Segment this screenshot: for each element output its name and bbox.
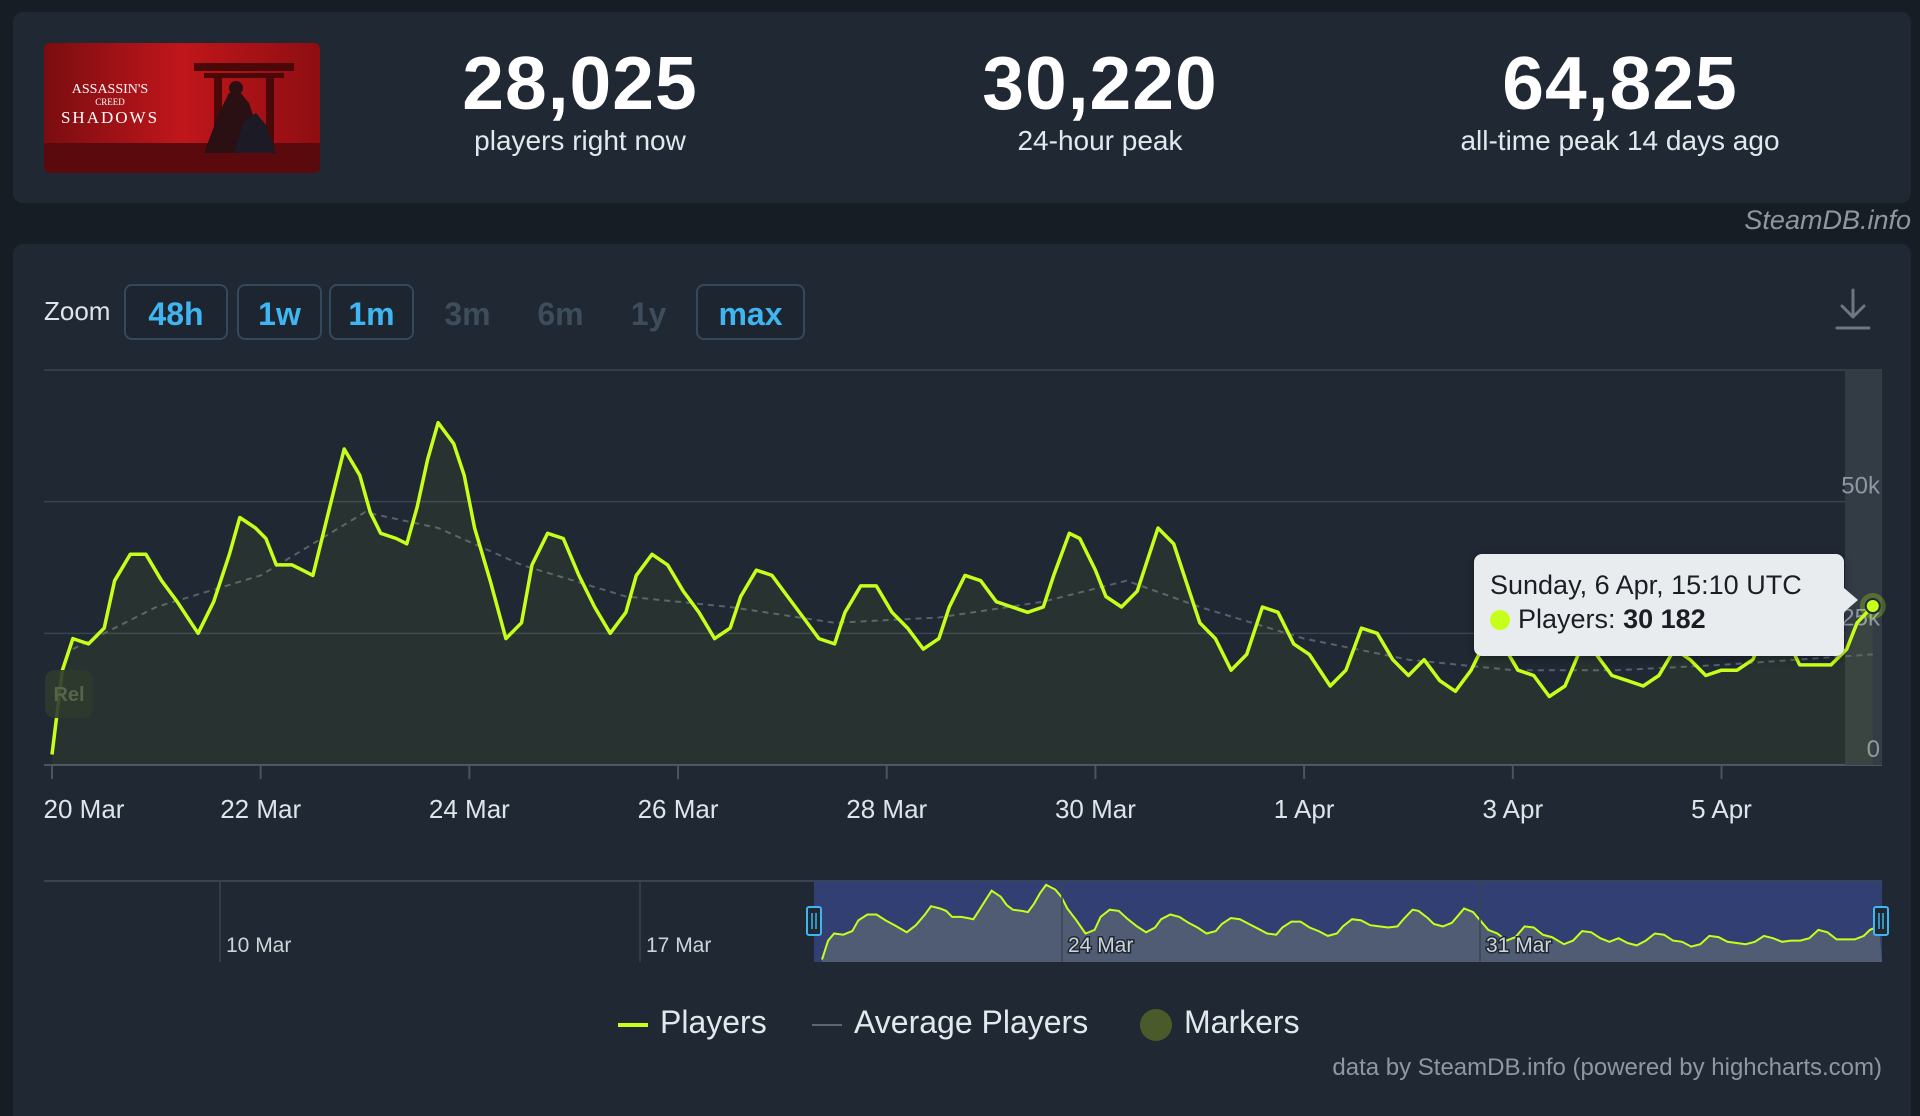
navigator-area bbox=[822, 884, 1882, 962]
zoom-1y-button: 1y bbox=[630, 296, 667, 332]
legend-average[interactable]: Average Players bbox=[812, 1002, 1088, 1042]
legend-average-label: Average Players bbox=[854, 1004, 1089, 1040]
y-tick-label: 50k bbox=[1841, 473, 1881, 500]
current-players-label: players right now bbox=[474, 125, 686, 156]
steamdb-credit-top[interactable]: SteamDB.info bbox=[1744, 205, 1911, 235]
x-axis: 20 Mar 22 Mar 24 Mar 26 Mar 28 Mar 30 Mar 1 Ap… bbox=[44, 765, 1752, 824]
peak-24h-value: 30,220 bbox=[982, 41, 1218, 125]
chart-right-band bbox=[1845, 370, 1882, 765]
x-tick-label: 30 Mar bbox=[1055, 794, 1136, 824]
tooltip-date: Sunday, 6 Apr, 15:10 UTC bbox=[1490, 570, 1802, 600]
players-series[interactable] bbox=[50, 420, 1886, 765]
stat-current-players: 28,025 players right now bbox=[350, 40, 810, 156]
x-tick-label: 22 Mar bbox=[220, 794, 301, 824]
x-tick-label: 24 Mar bbox=[429, 794, 510, 824]
navigator[interactable]: 10 Mar 17 Mar 24 Mar 31 Mar bbox=[44, 880, 1889, 962]
art-title-line3: SHADOWS bbox=[61, 108, 159, 127]
zoom-48h-button[interactable]: 48h bbox=[124, 284, 228, 340]
zoom-label: Zoom bbox=[44, 296, 111, 326]
navigator-tick-label: 17 Mar bbox=[646, 934, 711, 957]
average-players-line bbox=[72, 511, 1873, 672]
current-players-value: 28,025 bbox=[462, 41, 698, 125]
x-tick-label: 26 Mar bbox=[638, 794, 719, 824]
art-title-line1: ASSASSIN'S bbox=[72, 82, 148, 97]
zoom-6m-button: 6m bbox=[537, 296, 584, 332]
release-marker-label: Rel bbox=[53, 684, 84, 706]
legend-markers-swatch bbox=[1140, 1008, 1172, 1041]
navigator-handle-left[interactable] bbox=[806, 906, 822, 936]
download-icon[interactable] bbox=[1833, 286, 1873, 332]
legend-players-label: Players bbox=[660, 1004, 767, 1040]
navigator-line bbox=[821, 883, 1880, 960]
navigator-tick-label: 10 Mar bbox=[226, 934, 291, 957]
zoom-1m-button[interactable]: 1m bbox=[329, 284, 414, 340]
average-players-series bbox=[72, 511, 1873, 672]
x-tick-label: 20 Mar bbox=[44, 794, 125, 824]
zoom-max-button[interactable]: max bbox=[696, 284, 805, 340]
legend-players-swatch bbox=[618, 1022, 648, 1027]
tooltip-series-name: Players: bbox=[1518, 604, 1616, 634]
legend-average-swatch bbox=[812, 1023, 842, 1026]
stat-24h-peak: 30,220 24-hour peak bbox=[870, 40, 1330, 156]
hover-point[interactable] bbox=[1864, 598, 1881, 615]
zoom-1w-button[interactable]: 1w bbox=[237, 284, 322, 340]
x-tick-label: 28 Mar bbox=[846, 794, 927, 824]
alltime-peak-label: all-time peak 14 days ago bbox=[1460, 125, 1780, 156]
legend-markers-label: Markers bbox=[1184, 1004, 1300, 1040]
chart-credit[interactable]: data by SteamDB.info (powered by highcha… bbox=[1332, 1054, 1882, 1081]
legend-markers[interactable]: Markers bbox=[1140, 1002, 1300, 1042]
chart-tooltip: Sunday, 6 Apr, 15:10 UTC Players: 30 182 bbox=[1474, 554, 1858, 656]
players-line[interactable] bbox=[50, 420, 1875, 755]
navigator-handle-right[interactable] bbox=[1873, 906, 1889, 936]
x-tick-label: 1 Apr bbox=[1274, 794, 1335, 824]
tooltip-value: 30 182 bbox=[1623, 604, 1706, 634]
x-tick-label: 3 Apr bbox=[1482, 794, 1543, 824]
alltime-peak-value: 64,825 bbox=[1502, 41, 1738, 125]
tooltip-series-dot bbox=[1490, 610, 1510, 630]
peak-24h-label: 24-hour peak bbox=[1017, 125, 1183, 156]
release-marker[interactable]: Rel bbox=[45, 670, 93, 718]
x-tick-label: 5 Apr bbox=[1691, 794, 1752, 824]
art-title-line2: CREED bbox=[95, 97, 125, 107]
release-marker-badge[interactable] bbox=[45, 670, 93, 718]
game-cover-image[interactable]: ASSASSIN'S CREED SHADOWS bbox=[44, 43, 320, 173]
chart-panel bbox=[13, 244, 1911, 1116]
y-tick-label: 0 bbox=[1867, 736, 1880, 763]
navigator-tick-label: 31 Mar bbox=[1486, 934, 1551, 957]
tooltip-value-line: Players: 30 182 bbox=[1490, 602, 1828, 636]
players-area bbox=[52, 422, 1873, 765]
stats-panel bbox=[13, 12, 1911, 203]
stat-alltime-peak: 64,825 all-time peak 14 days ago bbox=[1390, 40, 1850, 156]
navigator-tick-label: 24 Mar bbox=[1068, 934, 1133, 957]
zoom-3m-button: 3m bbox=[444, 296, 491, 332]
legend-players[interactable]: Players bbox=[618, 1002, 767, 1042]
